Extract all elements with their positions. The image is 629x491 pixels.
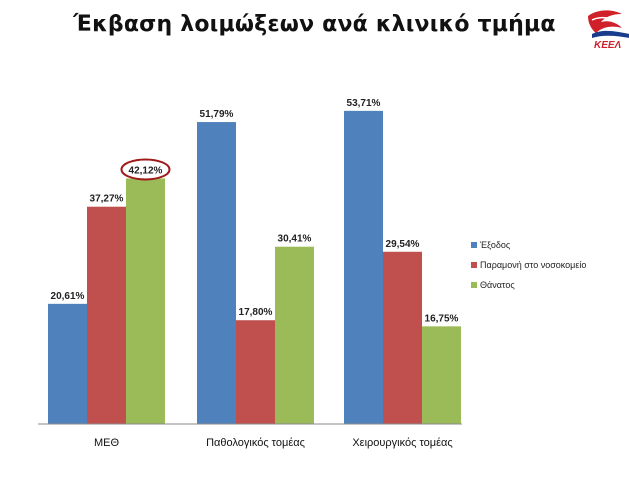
bar-3-2: [275, 246, 314, 424]
slide-title: Έκβαση λοιμώξεων ανά κλινικό τμήμα: [73, 12, 556, 37]
logo: ΚΕΕΛ: [578, 8, 629, 58]
bar-2-3: [383, 251, 422, 424]
data-label-2-3: 29,54%: [386, 239, 420, 250]
highlight-ellipse-1: [120, 158, 171, 181]
legend-label-1: Έξοδος: [479, 240, 511, 250]
data-label-3-1: 42,12%: [129, 165, 163, 176]
data-label-1-2: 51,79%: [200, 109, 234, 120]
bars: [48, 110, 461, 424]
value-labels: 20,61% 51,79% 53,71% 37,27% 17,80% 29,54% 42,1…: [51, 98, 459, 324]
bird-logo-icon: ΚΕΕΛ: [588, 10, 629, 51]
data-label-1-1: 20,61%: [51, 291, 85, 302]
bar-1-3: [344, 110, 383, 424]
category-label-1: ΜΕΘ: [94, 437, 120, 449]
category-label-3: Χειρουργικός τομέας: [352, 437, 452, 449]
category-labels: ΜΕΘ Παθολογικός τομέας Χειρουργικός τομέας: [94, 437, 453, 449]
bar-2-1: [87, 206, 126, 424]
legend-swatch-2: [471, 262, 477, 268]
bar-3-1: [126, 178, 165, 424]
legend-label-2: Παραμονή στο νοσοκομείο: [480, 260, 586, 270]
bar-1-1: [48, 303, 87, 424]
data-label-3-3: 16,75%: [425, 313, 459, 324]
legend-swatch-1: [471, 242, 477, 248]
legend-label-3: Θάνατος: [480, 280, 515, 290]
category-label-2: Παθολογικός τομέας: [206, 437, 305, 449]
legend-swatch-3: [471, 282, 477, 288]
data-label-2-1: 37,27%: [90, 194, 124, 205]
logo-text: ΚΕΕΛ: [594, 40, 622, 51]
data-label-2-2: 17,80%: [239, 307, 273, 318]
bar-1-2: [197, 122, 236, 424]
bar-2-2: [236, 320, 275, 424]
annotations: [120, 158, 171, 181]
data-label-1-3: 53,71%: [347, 98, 381, 109]
legend: Έξοδος Παραμονή στο νοσοκομείο Θάνατος: [471, 240, 586, 290]
data-label-3-2: 30,41%: [278, 234, 312, 245]
bar-3-3: [422, 326, 461, 424]
